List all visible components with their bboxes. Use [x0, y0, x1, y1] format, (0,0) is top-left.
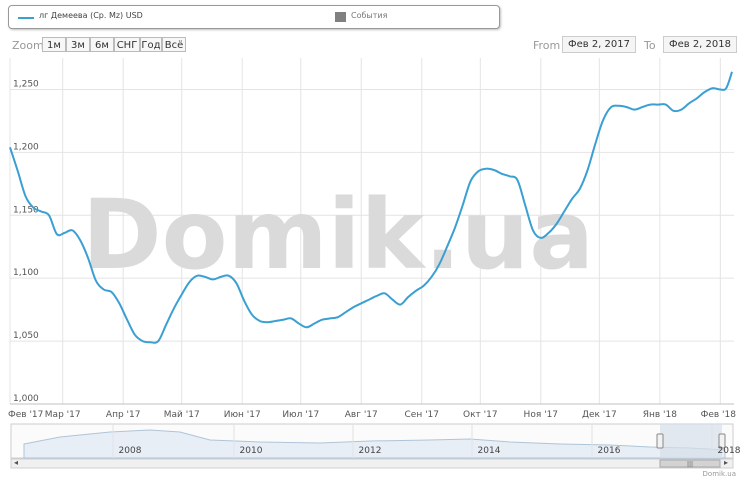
y-tick-label: 1,100: [13, 268, 39, 278]
x-tick-label: Янв '18: [643, 410, 678, 420]
x-tick-label: Фев '18: [701, 410, 737, 420]
zoom-button-ytd[interactable]: СНГ: [114, 37, 140, 52]
navigator-left-handle[interactable]: [656, 433, 664, 449]
x-axis-ticks: Фев '17 Мар '17 Апр '17 Май '17 Июн '17 Июл '…: [8, 410, 736, 420]
x-tick-label: Июл '17: [282, 410, 319, 420]
x-tick-label: Май '17: [164, 410, 200, 420]
legend-box: лг Демеева (Ср. Мz) USD События: [8, 5, 500, 29]
y-axis-ticks: 1,000 1,050 1,100 1,150 1,200 1,250: [13, 79, 39, 404]
navigator-scrollbar-thumb[interactable]: [659, 459, 721, 468]
x-tick-label: Мар '17: [45, 410, 81, 420]
y-tick-label: 1,150: [13, 205, 39, 215]
navigator-year-labels: 2008 2010 2012 2014 2016 2018: [112, 424, 741, 458]
zoom-button-year[interactable]: Год: [140, 37, 162, 52]
x-tick-label: Ноя '17: [524, 410, 558, 420]
navigator-year-label: 2012: [359, 446, 382, 456]
navigator-right-handle[interactable]: [718, 433, 726, 449]
series-line[interactable]: [9, 71, 733, 344]
x-tick-label: Фев '17: [8, 410, 43, 420]
x-tick-label: Окт '17: [463, 410, 498, 420]
navigator-year-label: 2018: [718, 446, 741, 456]
navigator-selection[interactable]: [660, 424, 722, 458]
navigator-year-label: 2008: [119, 446, 142, 456]
navigator-scrollbar[interactable]: [10, 458, 734, 469]
x-tick-label: Дек '17: [582, 410, 617, 420]
navigator[interactable]: 2008 2010 2012 2014 2016 2018 |||: [10, 423, 741, 469]
watermark-text: Domik.ua: [82, 179, 594, 291]
navigator-year-label: 2010: [240, 446, 263, 456]
range-from-input[interactable]: Фев 2, 2017: [562, 36, 636, 53]
navigator-year-label: 2016: [598, 446, 621, 456]
events-swatch-icon[interactable]: [335, 12, 346, 22]
x-tick-label: Апр '17: [106, 410, 141, 420]
credit-label: Domik.ua: [702, 470, 736, 478]
y-tick-label: 1,200: [13, 142, 39, 152]
x-tick-label: Сен '17: [405, 410, 440, 420]
y-tick-label: 1,250: [13, 79, 39, 89]
scrollbar-grip-icon: |||: [687, 461, 693, 468]
zoom-button-all[interactable]: Всё: [162, 37, 186, 52]
legend-series-name[interactable]: лг Демеева (Ср. Мz) USD: [39, 11, 143, 20]
navigator-year-label: 2014: [478, 446, 501, 456]
x-tick-label: Авг '17: [345, 410, 378, 420]
zoom-button-6m[interactable]: 6м: [90, 37, 114, 52]
y-tick-label: 1,000: [13, 394, 39, 404]
range-to-label: To: [644, 39, 656, 52]
series-swatch-icon[interactable]: [18, 17, 34, 19]
zoom-label: Zoom: [12, 39, 44, 52]
range-to-input[interactable]: Фев 2, 2018: [663, 36, 737, 53]
scroll-right-arrow-icon[interactable]: ▸: [724, 458, 729, 467]
x-tick-label: Июн '17: [224, 410, 261, 420]
zoom-button-3m[interactable]: 3м: [66, 37, 90, 52]
range-from-label: From: [533, 39, 561, 52]
scroll-left-arrow-icon[interactable]: ◂: [14, 458, 19, 467]
legend-events-label[interactable]: События: [351, 11, 388, 20]
zoom-button-1m[interactable]: 1м: [42, 37, 66, 52]
y-tick-label: 1,050: [13, 331, 39, 341]
